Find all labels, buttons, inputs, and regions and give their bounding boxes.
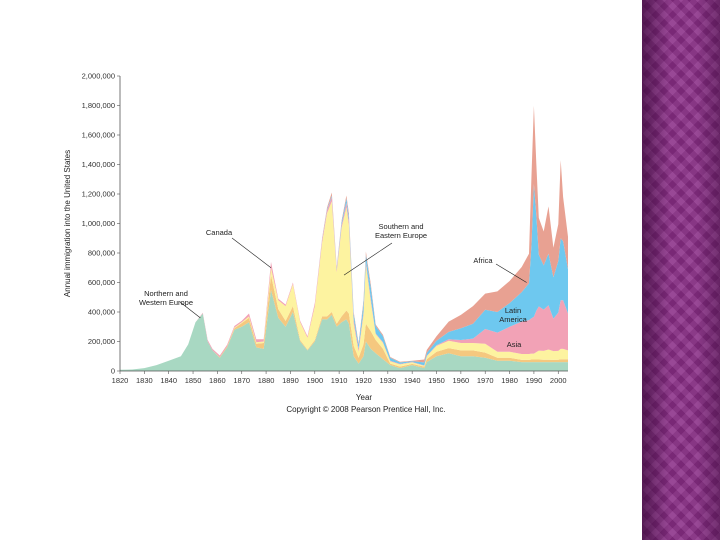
y-tick-label: 2,000,000 xyxy=(82,72,115,81)
annotation-text: Latin xyxy=(505,306,521,315)
area-asia xyxy=(120,197,568,370)
y-tick-label: 1,200,000 xyxy=(82,190,115,199)
x-tick-label: 1920 xyxy=(355,376,372,385)
annotation-leader xyxy=(231,237,272,268)
x-tick-label: 2000 xyxy=(550,376,567,385)
x-tick-label: 1940 xyxy=(404,376,421,385)
immigration-chart: 0 200,000 400,000 600,000 800,000 1,000,000 1,… xyxy=(63,72,568,414)
annotation-text: Canada xyxy=(206,228,233,237)
y-tick-label: 1,800,000 xyxy=(82,101,115,110)
y-axis-label: Annual immigration into the United State… xyxy=(63,150,72,297)
x-tick-label: 1960 xyxy=(453,376,470,385)
y-tick-label: 800,000 xyxy=(88,249,115,258)
area-canada xyxy=(120,275,568,370)
annotation-leader xyxy=(179,301,201,319)
x-tick-label: 1980 xyxy=(501,376,518,385)
area-southern-and-eastern-europe xyxy=(120,201,568,370)
annotation-text: Asia xyxy=(507,340,522,349)
annotation-leader xyxy=(343,242,393,276)
copyright-note: Copyright © 2008 Pearson Prentice Hall, … xyxy=(286,405,445,414)
annotation-text: America xyxy=(499,315,527,324)
annotation-text: Africa xyxy=(473,256,493,265)
x-tick-label: 1870 xyxy=(233,376,250,385)
x-tick-label: 1930 xyxy=(379,376,396,385)
y-tick-label: 400,000 xyxy=(88,308,115,317)
axes xyxy=(117,75,568,374)
x-tick-label: 1820 xyxy=(112,376,129,385)
annotation-text: Eastern Europe xyxy=(375,231,427,240)
annotation-asia: Asia xyxy=(507,340,522,349)
x-tick-label: 1990 xyxy=(526,376,543,385)
area-northern-and-western-europe xyxy=(120,289,568,371)
annotation-text: Southern and xyxy=(378,222,423,231)
x-tick-label: 1910 xyxy=(331,376,348,385)
y-tick-label: 1,000,000 xyxy=(82,219,115,228)
annotation-text: Northern and xyxy=(144,289,188,298)
decorative-side-band xyxy=(642,0,720,540)
stacked-areas xyxy=(120,105,568,371)
x-tick-label: 1840 xyxy=(160,376,177,385)
annotation-leader xyxy=(495,263,527,283)
x-tick-label: 1900 xyxy=(306,376,323,385)
x-axis-label: Year xyxy=(356,393,373,402)
y-tick-label: 600,000 xyxy=(88,278,115,287)
annotation-canada: Canada xyxy=(206,228,272,268)
y-tick-label: 200,000 xyxy=(88,337,115,346)
annotation-text: Western Europe xyxy=(139,298,193,307)
y-tick-label: 1,400,000 xyxy=(82,160,115,169)
y-tick-label: 0 xyxy=(111,367,115,376)
x-tick-label: 1890 xyxy=(282,376,299,385)
annotation-africa: Africa xyxy=(473,256,527,283)
x-tick-label: 1970 xyxy=(477,376,494,385)
x-tick-label: 1860 xyxy=(209,376,226,385)
x-tick-label: 1850 xyxy=(185,376,202,385)
tick-labels: 0 200,000 400,000 600,000 800,000 1,000,000 1,… xyxy=(82,72,567,386)
x-tick-label: 1950 xyxy=(428,376,445,385)
x-tick-label: 1880 xyxy=(258,376,275,385)
axis-labels: Annual immigration into the United State… xyxy=(63,150,446,414)
y-tick-label: 1,600,000 xyxy=(82,131,115,140)
x-tick-label: 1830 xyxy=(136,376,153,385)
